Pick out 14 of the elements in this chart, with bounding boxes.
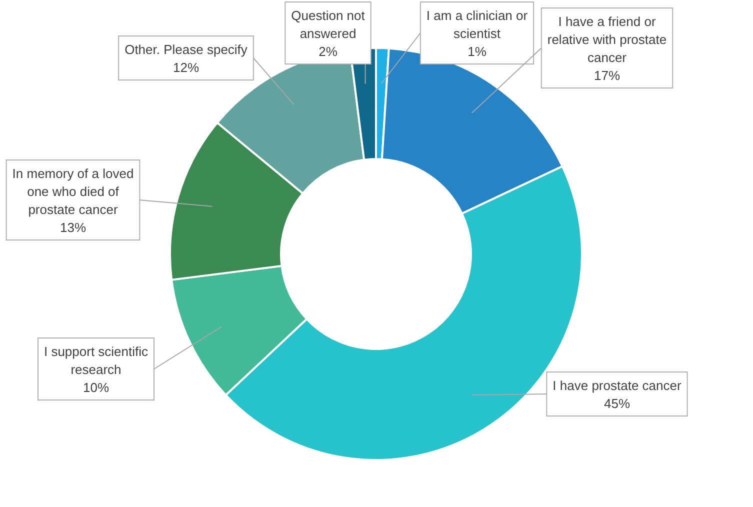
slice-label: I have prostate cancer — [552, 378, 682, 393]
data-label: 17% — [594, 68, 620, 83]
data-label: 12% — [172, 60, 200, 75]
data-label: 13% — [60, 220, 86, 235]
slice-label: Question not answered — [291, 8, 366, 41]
data-label: 10% — [82, 380, 110, 395]
slice-label: In memory of a loved one who died of prostate cancer — [12, 166, 134, 217]
data-label: 2% — [318, 44, 338, 59]
slice-label: Other. Please specify — [124, 42, 248, 57]
slice-label: I have a friend or relative with prostate cancer — [547, 14, 667, 65]
slice-label: I support scientific research — [44, 344, 149, 377]
data-label: 1% — [468, 44, 487, 59]
data-label: 45% — [604, 396, 630, 411]
slice-label: I am a clinician or scientist — [426, 8, 528, 41]
